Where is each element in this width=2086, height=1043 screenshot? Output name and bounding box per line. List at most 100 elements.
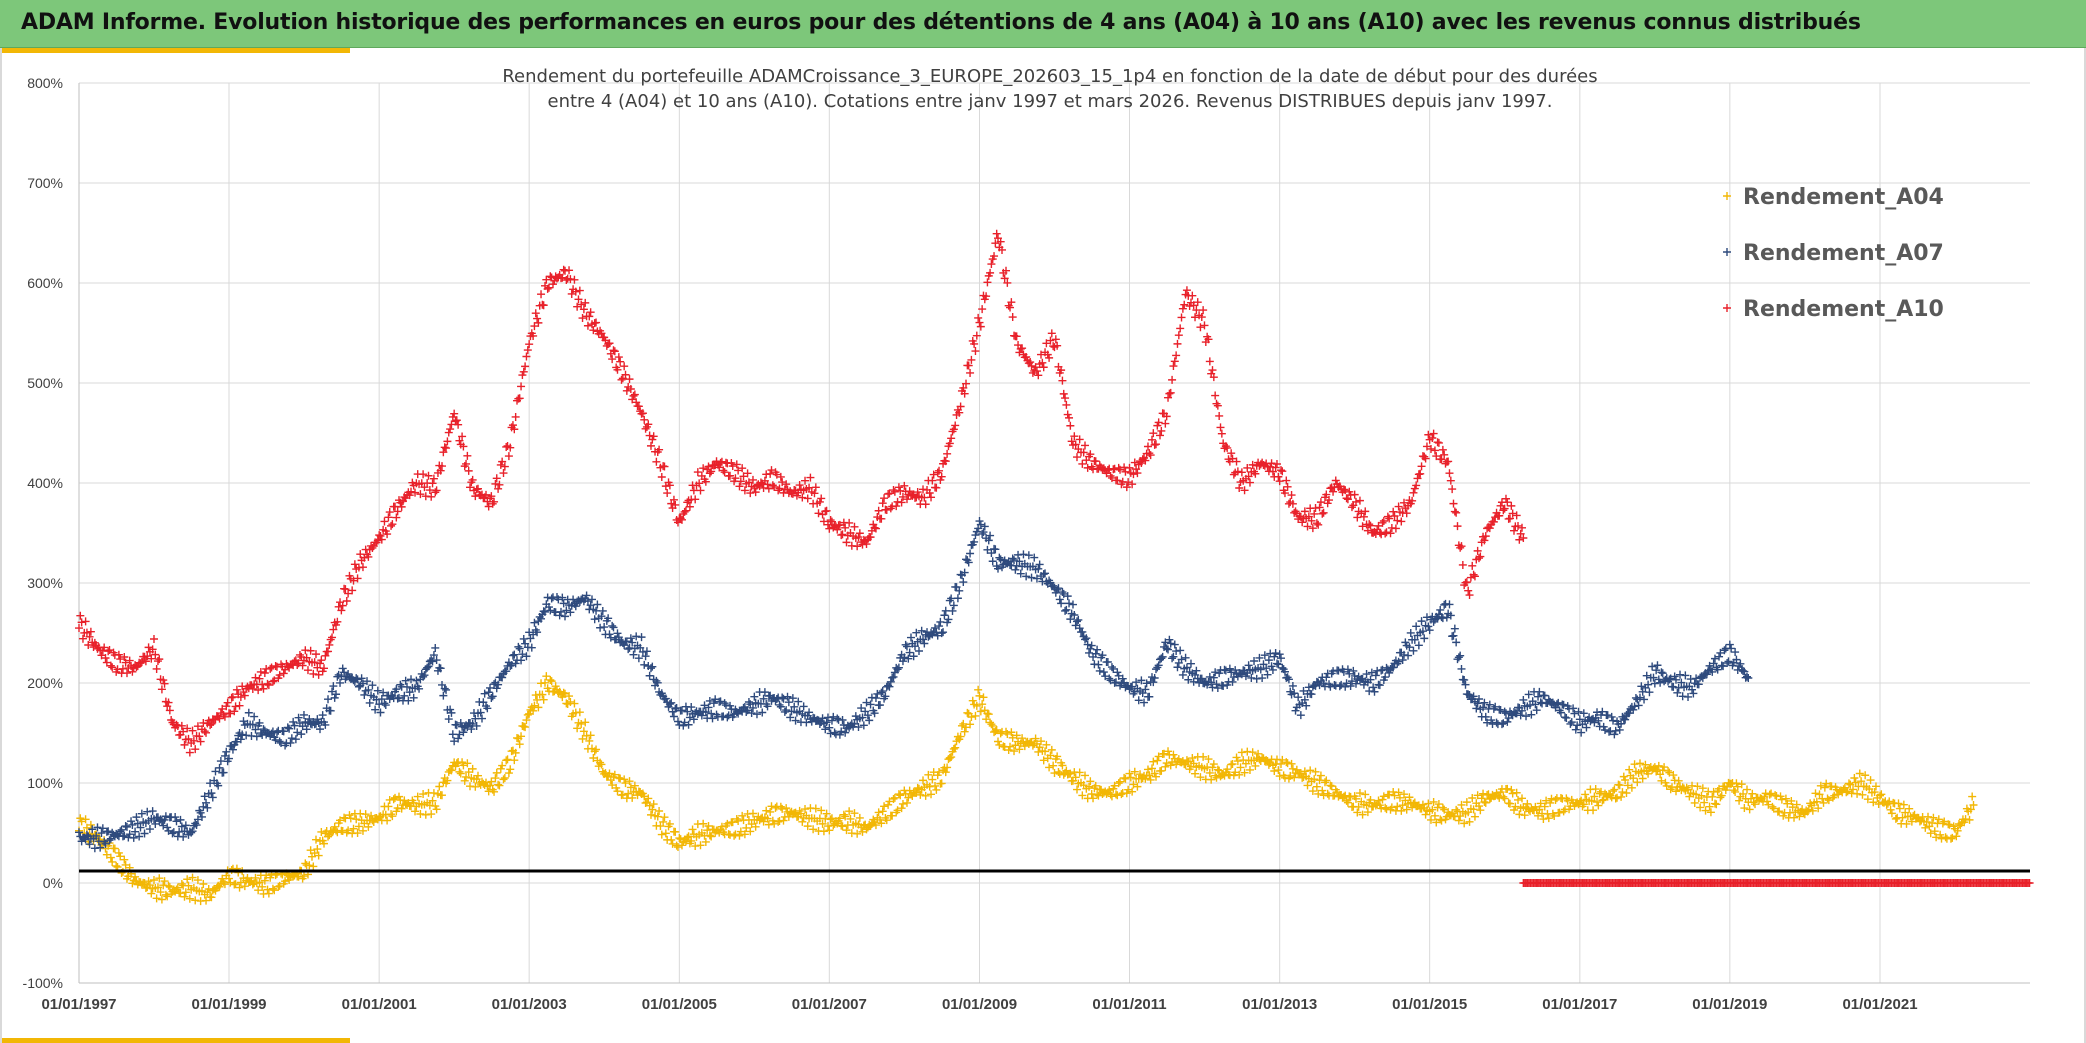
data-point xyxy=(424,662,433,671)
data-point xyxy=(294,713,303,722)
data-point xyxy=(775,700,784,709)
data-point xyxy=(772,694,781,703)
data-point xyxy=(333,617,342,626)
data-point xyxy=(673,717,682,726)
data-point xyxy=(967,713,976,722)
data-point xyxy=(1418,627,1427,636)
data-point xyxy=(1495,793,1504,802)
data-point xyxy=(1057,599,1066,608)
data-point xyxy=(392,685,401,694)
data-point xyxy=(313,663,322,672)
data-point xyxy=(121,658,130,667)
data-point xyxy=(223,698,232,707)
data-point xyxy=(920,639,929,648)
data-point xyxy=(778,804,787,813)
data-point xyxy=(320,839,329,848)
data-point xyxy=(1508,509,1517,518)
data-point xyxy=(704,822,713,831)
data-point xyxy=(770,482,779,491)
data-point xyxy=(1926,829,1935,838)
data-point xyxy=(1866,776,1875,785)
data-point xyxy=(305,861,314,870)
data-point xyxy=(707,709,716,718)
data-point xyxy=(515,394,524,403)
data-point xyxy=(508,421,517,430)
data-point xyxy=(1430,446,1439,455)
data-point xyxy=(1539,815,1548,824)
data-point xyxy=(592,606,601,615)
data-point xyxy=(259,684,268,693)
data-point xyxy=(171,813,180,822)
data-point xyxy=(1421,810,1430,819)
data-point xyxy=(172,817,181,826)
data-point xyxy=(1500,504,1509,513)
data-point xyxy=(566,608,575,617)
data-point xyxy=(484,502,493,511)
data-point xyxy=(1053,341,1062,350)
data-point xyxy=(458,432,467,441)
data-point xyxy=(1458,560,1467,569)
data-point xyxy=(589,326,598,335)
data-point xyxy=(1398,801,1407,810)
data-point xyxy=(1154,752,1163,761)
data-point xyxy=(1041,747,1050,756)
data-point xyxy=(731,474,740,483)
data-point xyxy=(1579,709,1588,718)
data-point xyxy=(159,821,168,830)
data-point xyxy=(444,715,453,724)
data-point xyxy=(1034,371,1043,380)
data-point xyxy=(1109,664,1118,673)
data-point xyxy=(964,361,973,370)
data-point xyxy=(432,805,441,814)
data-point xyxy=(1094,791,1103,800)
data-point xyxy=(1351,679,1360,688)
data-point xyxy=(630,390,639,399)
data-point xyxy=(385,795,394,804)
data-point xyxy=(1284,675,1293,684)
data-point xyxy=(839,810,848,819)
data-point xyxy=(562,276,571,285)
data-point xyxy=(776,702,785,711)
data-point xyxy=(1611,726,1620,735)
data-point xyxy=(1070,610,1079,619)
data-point xyxy=(155,874,164,883)
data-point xyxy=(978,529,987,538)
data-point xyxy=(537,614,546,623)
data-point xyxy=(1966,805,1975,814)
data-point xyxy=(1208,763,1217,772)
data-point xyxy=(1644,769,1653,778)
data-point xyxy=(1308,524,1317,533)
data-point xyxy=(571,287,580,296)
data-point xyxy=(1256,665,1265,674)
data-point xyxy=(1366,795,1375,804)
data-point xyxy=(1105,786,1114,795)
data-point xyxy=(1173,339,1182,348)
data-point xyxy=(1113,791,1122,800)
chart-frame xyxy=(0,48,2086,1043)
data-point xyxy=(328,687,337,696)
data-point xyxy=(1101,672,1110,681)
data-point xyxy=(1387,803,1396,812)
data-point xyxy=(644,420,653,429)
data-point xyxy=(216,757,225,766)
data-point xyxy=(530,701,539,710)
data-point xyxy=(771,803,780,812)
data-point xyxy=(519,634,528,643)
data-point xyxy=(1079,448,1088,457)
data-point xyxy=(471,492,480,501)
data-point xyxy=(141,884,150,893)
data-point xyxy=(1674,776,1683,785)
data-point xyxy=(1460,819,1469,828)
data-point xyxy=(1542,796,1551,805)
data-point xyxy=(147,889,156,898)
data-point xyxy=(1128,787,1137,796)
data-point xyxy=(446,425,455,434)
data-point xyxy=(747,709,756,718)
data-point xyxy=(254,886,263,895)
data-point xyxy=(101,653,110,662)
data-point xyxy=(495,781,504,790)
data-point xyxy=(1657,776,1666,785)
data-point xyxy=(1514,795,1523,804)
data-point xyxy=(1382,528,1391,537)
data-point xyxy=(303,666,312,675)
